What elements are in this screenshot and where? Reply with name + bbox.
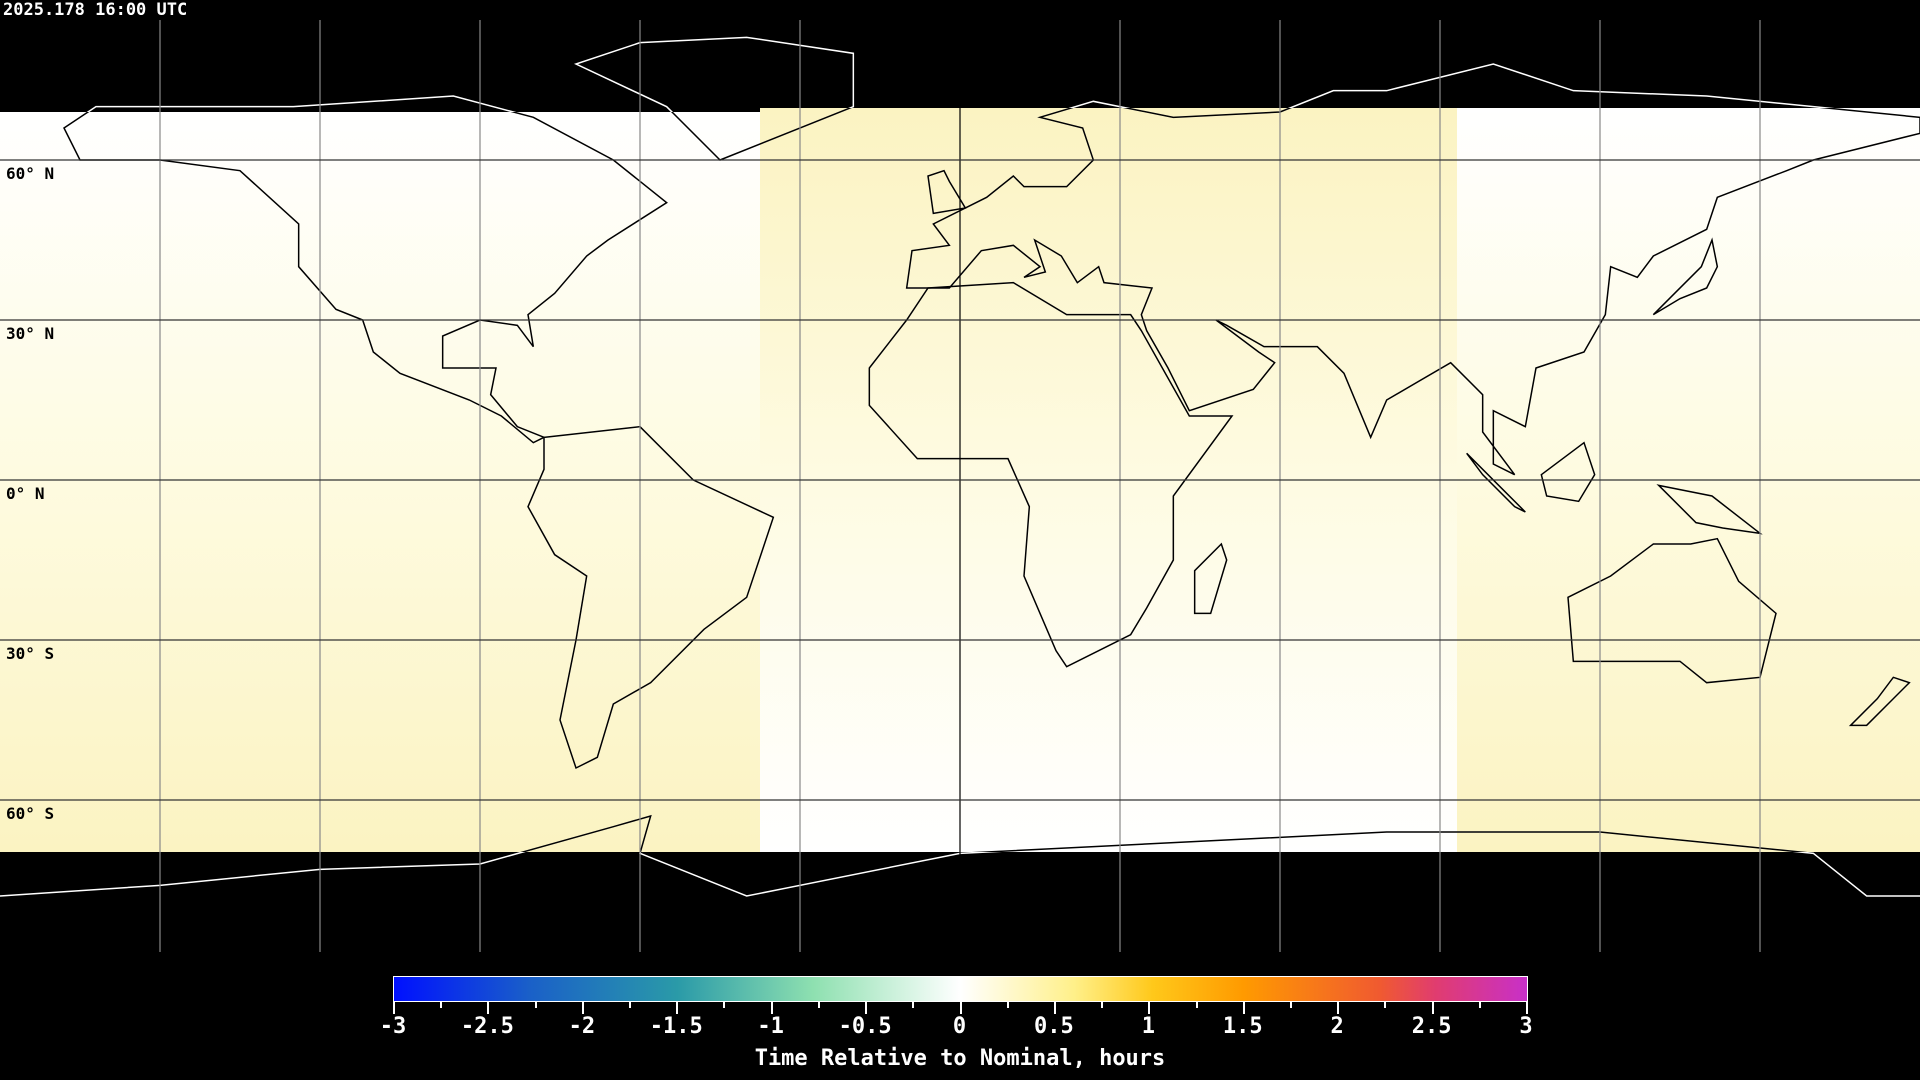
colorbar-tick <box>1242 1002 1245 1014</box>
colorbar-tick <box>1431 1002 1434 1014</box>
coastline-eurasia <box>905 108 1920 476</box>
colorbar-tick <box>912 1002 915 1008</box>
colorbar-tick <box>1526 1002 1528 1014</box>
colorbar-tick <box>1053 1002 1056 1014</box>
colorbar-tick <box>1195 1002 1198 1008</box>
lat-label-30n: 30° N <box>6 324 55 343</box>
colorbar-tick-label: 1.5 <box>1222 1014 1263 1039</box>
world-map <box>0 20 1920 952</box>
colorbar <box>393 976 1528 1002</box>
colorbar-tick <box>959 1002 962 1014</box>
coastline-greenland <box>573 36 855 161</box>
colorbar-tick <box>1384 1002 1387 1008</box>
coastline-sumatra <box>1466 452 1526 513</box>
colorbar-tick-label: 0 <box>952 1014 967 1039</box>
lat-label-30s: 30° S <box>6 644 55 663</box>
colorbar-tick <box>1289 1002 1292 1008</box>
colorbar-tick-label: 3 <box>1519 1014 1533 1039</box>
coastline-antarctica <box>0 814 1920 852</box>
coastline-japan <box>1652 237 1719 316</box>
colorbar-tick-label: -2 <box>568 1014 596 1039</box>
lat-label-60n: 60° N <box>6 164 55 183</box>
colorbar-tick <box>534 1002 537 1008</box>
colorbar-title: Time Relative to Nominal, hours <box>754 1046 1166 1071</box>
colorbar-tick-label: 0.5 <box>1034 1014 1074 1039</box>
colorbar-tick <box>1101 1002 1104 1008</box>
colorbar-tick <box>440 1002 443 1008</box>
colorbar-tick-label: 2.5 <box>1411 1014 1452 1039</box>
colorbar-tick-label: -2.5 <box>460 1014 514 1039</box>
timestamp: 2025.178 16:00 UTC <box>3 0 188 20</box>
colorbar-tick <box>1148 1002 1151 1014</box>
colorbar-tick <box>581 1002 584 1014</box>
coastline-south-america <box>527 425 775 770</box>
colorbar-tick <box>1337 1002 1340 1014</box>
colorbar-tick-label: 2 <box>1330 1014 1344 1039</box>
colorbar-tick <box>865 1002 868 1014</box>
colorbar-tick <box>393 1002 395 1014</box>
colorbar-tick <box>723 1002 726 1008</box>
colorbar-tick-label: -0.5 <box>838 1014 892 1039</box>
coastline-new-guinea <box>1656 484 1763 535</box>
colorbar-tick-label: 1 <box>1141 1014 1155 1039</box>
colorbar-tick-label: -1 <box>757 1014 784 1039</box>
colorbar-tick <box>1478 1002 1481 1008</box>
colorbar-tick <box>770 1002 773 1014</box>
colorbar-tick-label: -1.5 <box>649 1014 703 1039</box>
colorbar-tick <box>676 1002 679 1014</box>
colorbar-tick <box>1006 1002 1009 1008</box>
coastline-new-zealand <box>1848 676 1911 727</box>
colorbar-tick <box>487 1002 490 1014</box>
lat-label-0n: 0° N <box>6 484 45 503</box>
coastline-africa <box>868 281 1234 668</box>
colorbar-tick-label: -3 <box>379 1014 407 1039</box>
coastline-madagascar <box>1193 542 1228 615</box>
lat-label-60s: 60° S <box>6 804 55 823</box>
coastline-borneo <box>1540 441 1596 503</box>
graticule <box>0 20 1920 952</box>
colorbar-tick <box>817 1002 820 1008</box>
coastline-australia <box>1567 537 1777 684</box>
colorbar-tick <box>629 1002 632 1008</box>
